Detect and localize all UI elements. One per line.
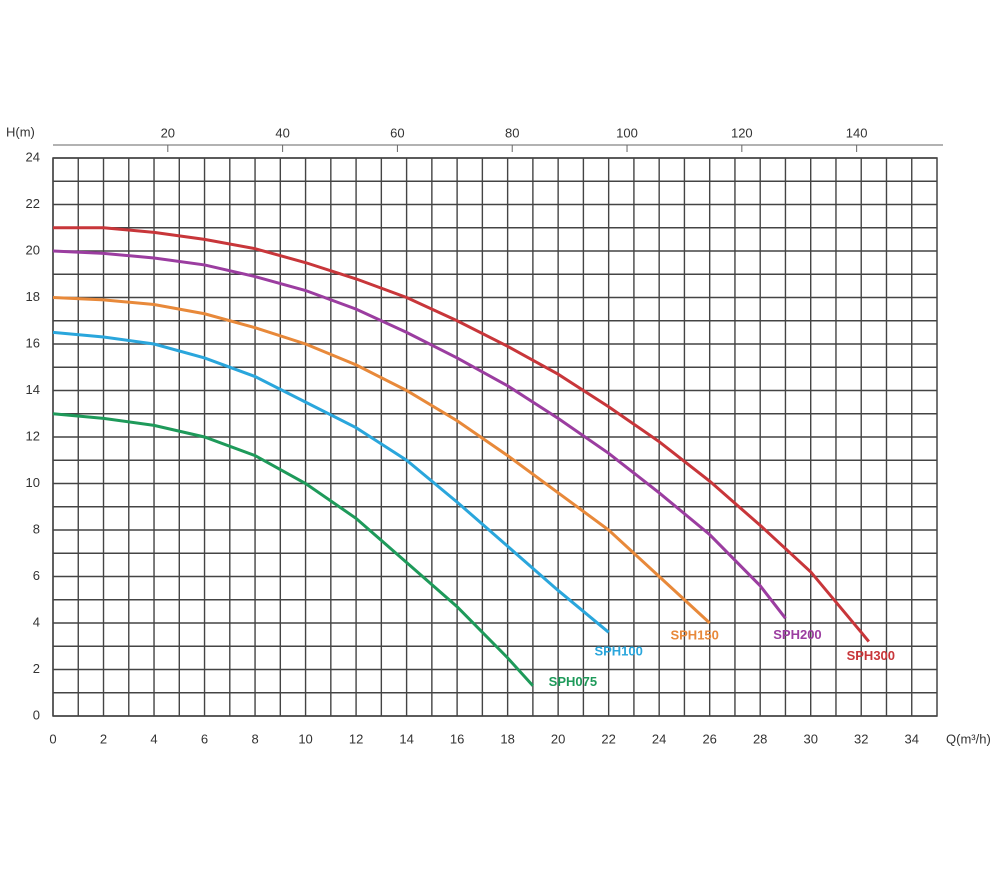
series-label: SPH150: [670, 627, 718, 642]
y-tick-label: 16: [26, 335, 40, 350]
y-tick-label: 8: [33, 521, 40, 536]
y-axis-label: H(m): [6, 124, 35, 139]
x-tick-label: 6: [201, 731, 208, 746]
x-tick-label: 20: [551, 731, 565, 746]
y-tick-label: 24: [26, 149, 40, 164]
x-tick-label: 18: [500, 731, 514, 746]
x-tick-label: 4: [150, 731, 157, 746]
x-tick-label: 24: [652, 731, 666, 746]
x-tick-label: 12: [349, 731, 363, 746]
curve: [52, 296, 711, 625]
series-label: SPH100: [594, 644, 642, 659]
y-tick-label: 4: [33, 614, 40, 629]
x-axis-label: Q(m³/h): [946, 731, 991, 746]
x-tick-label: 10: [298, 731, 312, 746]
top-tick-label: 20: [161, 125, 175, 140]
y-tick-label: 22: [26, 196, 40, 211]
top-tick-label: 120: [731, 125, 753, 140]
x-tick-label: 34: [905, 731, 919, 746]
y-tick-label: 6: [33, 568, 40, 583]
x-tick-label: 32: [854, 731, 868, 746]
curve: [52, 249, 787, 620]
top-tick-label: 40: [275, 125, 289, 140]
x-tick-label: 22: [601, 731, 615, 746]
y-tick-label: 2: [33, 661, 40, 676]
x-tick-label: 2: [100, 731, 107, 746]
series-label: SPH075: [549, 674, 597, 689]
curve: [52, 330, 610, 634]
x-tick-label: 0: [49, 731, 56, 746]
x-tick-label: 14: [399, 731, 413, 746]
y-tick-label: 14: [26, 382, 40, 397]
x-tick-label: 26: [702, 731, 716, 746]
top-tick-label: 80: [505, 125, 519, 140]
top-tick-label: 100: [616, 125, 638, 140]
y-tick-label: 18: [26, 289, 40, 304]
y-tick-label: 12: [26, 428, 40, 443]
y-tick-label: 0: [33, 707, 40, 722]
plot-frame: [52, 157, 938, 717]
y-tick-label: 20: [26, 242, 40, 257]
top-tick-label: 140: [846, 125, 868, 140]
x-tick-label: 30: [803, 731, 817, 746]
series-label: SPH300: [847, 648, 895, 663]
curve: [53, 226, 870, 643]
top-tick-label: 60: [390, 125, 404, 140]
x-tick-label: 16: [450, 731, 464, 746]
x-tick-label: 8: [251, 731, 258, 746]
x-tick-label: 28: [753, 731, 767, 746]
series-label: SPH200: [773, 627, 821, 642]
y-tick-label: 10: [26, 475, 40, 490]
curve: [52, 412, 534, 687]
